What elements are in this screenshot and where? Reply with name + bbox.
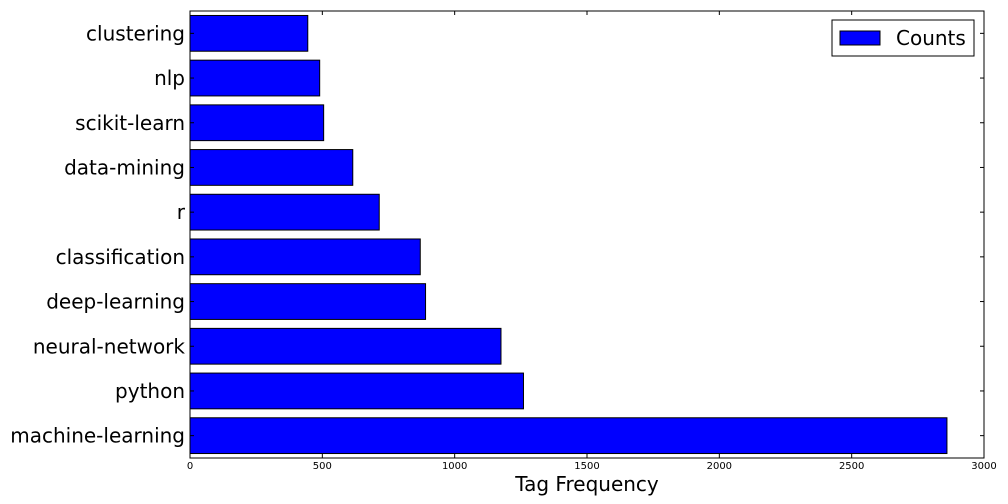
bars-group	[189, 14, 948, 455]
category-label-r: r	[177, 200, 186, 224]
category-label-nlp: nlp	[154, 66, 185, 90]
x-tick-label: 1500	[574, 461, 599, 472]
legend: Counts	[831, 19, 975, 57]
bar-classification	[189, 238, 421, 276]
category-label-scikit-learn: scikit-learn	[75, 111, 185, 135]
category-label-data-mining: data-mining	[64, 155, 185, 179]
x-tick-label: 0	[187, 461, 193, 472]
plot-frame	[189, 10, 985, 459]
category-label-deep-learning: deep-learning	[46, 290, 185, 314]
x-tick-label: 500	[313, 461, 332, 472]
x-axis-title: Tag Frequency	[514, 472, 659, 496]
legend-swatch	[839, 30, 881, 46]
category-label-clustering: clustering	[86, 21, 185, 45]
category-label-python: python	[115, 379, 185, 403]
y-ticks	[190, 32, 984, 437]
bar-nlp	[189, 59, 321, 97]
bar-python	[189, 372, 524, 410]
x-tick-label: 1000	[442, 461, 467, 472]
bar-r	[189, 193, 380, 231]
x-tick-label: 2000	[707, 461, 732, 472]
category-label-neural-network: neural-network	[33, 334, 186, 358]
category-label-classification: classification	[56, 245, 185, 269]
category-labels: machine-learning python neural-network deep…	[10, 21, 186, 447]
legend-label: Counts	[896, 26, 966, 50]
bar-data-mining	[189, 149, 354, 186]
category-label-machine-learning: machine-learning	[10, 424, 185, 448]
bar-neural-network	[189, 327, 502, 365]
bar-scikit-learn	[189, 104, 325, 142]
bar-deep-learning	[189, 283, 427, 320]
bar-clustering	[189, 14, 309, 52]
bar-machine-learning	[189, 417, 948, 455]
x-ticks: 0 500 1000 1500 2000 2500 3000	[187, 11, 997, 472]
x-tick-label: 3000	[971, 461, 996, 472]
x-tick-label: 2500	[839, 461, 864, 472]
